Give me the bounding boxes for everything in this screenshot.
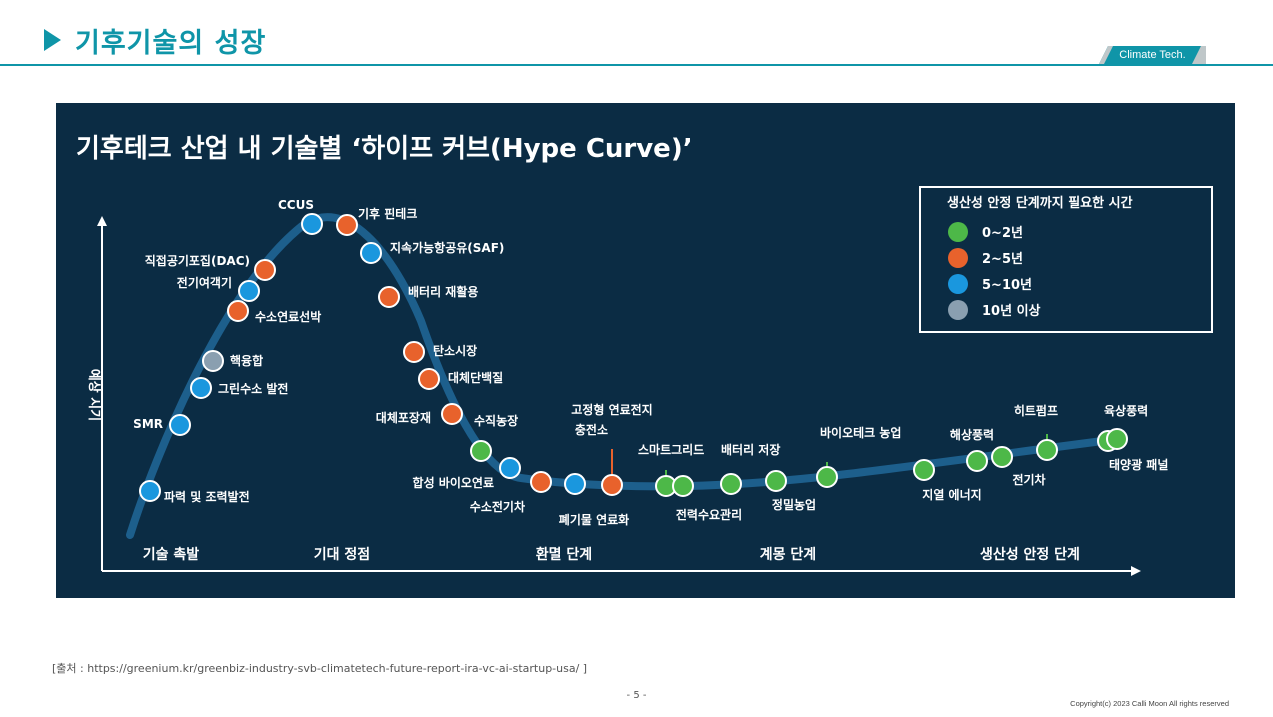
legend-swatch — [948, 248, 968, 268]
legend-item-label: 5~10년 — [982, 278, 1032, 293]
technology-dot — [720, 473, 742, 495]
legend-swatch — [948, 274, 968, 294]
phase-label-trigger: 기술 촉발 — [143, 546, 200, 563]
technology-dot — [470, 440, 492, 462]
technology-label: CCUS — [278, 198, 314, 212]
section-tag-label: Climate Tech. — [1119, 49, 1186, 61]
phase-label-slope: 계몽 단계 — [760, 546, 816, 563]
technology-dot — [378, 286, 400, 308]
legend-swatch — [948, 300, 968, 320]
technology-dot — [441, 403, 463, 425]
technology-dot — [301, 213, 323, 235]
technology-label: 지열 에너지 — [922, 487, 981, 502]
technology-dot — [913, 459, 935, 481]
technology-label: 전기여객기 — [177, 275, 232, 290]
title-arrow-icon — [44, 29, 61, 51]
slide-title-text: 기후기술의 성장 — [75, 27, 267, 59]
technology-dot — [403, 341, 425, 363]
title-underline — [0, 64, 1273, 66]
technology-dot — [601, 474, 623, 496]
technology-dot — [966, 450, 988, 472]
legend-item-label: 10년 이상 — [982, 303, 1041, 319]
technology-label: 전력수요관리 — [676, 507, 742, 522]
technology-label: 수소전기차 — [470, 499, 525, 514]
technology-label: 수소연료선박 — [255, 309, 321, 324]
copyright-notice: Copyright(c) 2023 Calli Moon All rights … — [1070, 699, 1229, 708]
technology-dot — [139, 480, 161, 502]
technology-label: 바이오테크 농업 — [820, 425, 901, 440]
technology-dot — [816, 466, 838, 488]
technology-dot — [499, 457, 521, 479]
technology-dot — [190, 377, 212, 399]
technology-label: 태양광 패널 — [1109, 457, 1168, 472]
hype-curve-diagram: 기후테크 산업 내 기술별 ‘하이프 커브(Hype Curve)’ 예상 시기… — [56, 103, 1235, 598]
technology-label: 대체단백질 — [448, 370, 503, 385]
technology-label: 배터리 재활용 — [408, 284, 478, 299]
legend: 생산성 안정 단계까지 필요한 시간 0~2년 2~5년 5~10년 10년 이상 — [919, 186, 1213, 333]
technology-dot — [169, 414, 191, 436]
hype-curve-svg: 기후테크 산업 내 기술별 ‘하이프 커브(Hype Curve)’ 예상 시기… — [76, 134, 1213, 576]
y-axis-label: 예상 시기 — [86, 369, 102, 421]
technology-label: 직접공기포집(DAC) — [145, 253, 250, 268]
technology-label: 고정형 연료전지 충전소 — [571, 402, 652, 437]
technology-dot — [254, 259, 276, 281]
technology-label: 정밀농업 — [772, 497, 816, 512]
technology-markers: 파력 및 조력발전 SMR 그린수소 발전 핵융합 수소연료선박 전기여객기 직접공기포집(… — [133, 198, 1168, 527]
technology-dot — [336, 214, 358, 236]
technology-label: SMR — [133, 417, 163, 431]
technology-dot — [672, 475, 694, 497]
phase-label-plateau: 생산성 안정 단계 — [980, 546, 1080, 563]
technology-label: 핵융합 — [230, 353, 263, 368]
technology-dot — [360, 242, 382, 264]
technology-label: 탄소시장 — [433, 343, 477, 358]
technology-label: 지속가능항공유(SAF) — [390, 240, 504, 255]
technology-dot — [202, 350, 224, 372]
technology-dot — [1036, 439, 1058, 461]
technology-dot — [238, 280, 260, 302]
page-number: - 5 - — [626, 690, 647, 701]
technology-label: 합성 바이오연료 — [413, 475, 494, 490]
technology-label: 파력 및 조력발전 — [164, 489, 250, 504]
legend-title: 생산성 안정 단계까지 필요한 시간 — [947, 195, 1133, 211]
technology-label: 스마트그리드 — [638, 442, 704, 457]
technology-label: 대체포장재 — [376, 410, 431, 425]
technology-dot — [765, 470, 787, 492]
legend-swatch — [948, 222, 968, 242]
technology-label: 전기차 — [1012, 472, 1045, 487]
technology-dot — [1106, 428, 1128, 450]
technology-label: 히트펌프 — [1014, 403, 1058, 418]
technology-label: 수직농장 — [474, 413, 518, 428]
technology-dot — [227, 300, 249, 322]
technology-dot — [564, 473, 586, 495]
technology-dot — [991, 446, 1013, 468]
section-tag: Climate Tech. — [1099, 46, 1206, 64]
technology-label: 기후 핀테크 — [358, 206, 417, 221]
technology-dot — [530, 471, 552, 493]
technology-dot — [418, 368, 440, 390]
technology-label: 배터리 저장 — [721, 442, 780, 457]
technology-label: 해상풍력 — [950, 427, 994, 442]
phase-label-trough: 환멸 단계 — [536, 546, 592, 563]
source-citation: [출처 : https://greenium.kr/greenbiz-indus… — [52, 662, 588, 675]
legend-item-label: 2~5년 — [982, 252, 1023, 267]
technology-label: 육상풍력 — [1104, 403, 1148, 418]
chart-title: 기후테크 산업 내 기술별 ‘하이프 커브(Hype Curve)’ — [76, 134, 693, 164]
slide-title: 기후기술의 성장 — [44, 20, 266, 60]
phase-label-peak: 기대 정점 — [314, 546, 370, 563]
technology-label: 폐기물 연료화 — [559, 512, 629, 527]
technology-label: 그린수소 발전 — [218, 381, 288, 396]
legend-item-label: 0~2년 — [982, 226, 1023, 241]
legend-box — [919, 186, 1213, 333]
